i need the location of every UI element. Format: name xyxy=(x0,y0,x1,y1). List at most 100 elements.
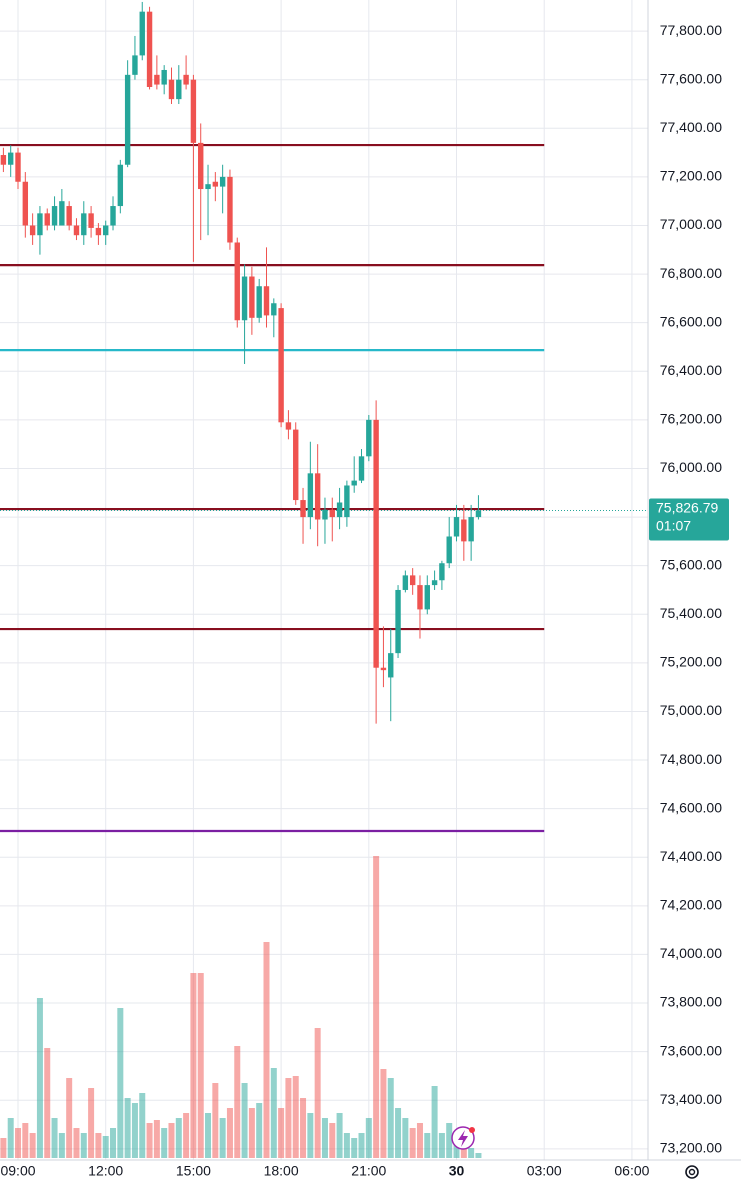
volume-bar xyxy=(395,1108,402,1158)
candle xyxy=(139,1,145,61)
candle-body xyxy=(176,79,182,100)
candle xyxy=(241,264,248,364)
candle-body xyxy=(59,201,65,226)
volume-bar xyxy=(7,1118,14,1158)
y-tick-label: 77,800.00 xyxy=(660,22,722,38)
volume-bar xyxy=(453,1138,460,1158)
y-tick-label: 74,600.00 xyxy=(660,799,722,815)
candle xyxy=(446,517,452,569)
candle-body xyxy=(453,517,460,537)
volume-bar xyxy=(416,1123,423,1158)
candle xyxy=(249,266,255,335)
candle xyxy=(103,220,109,245)
volume-bar xyxy=(431,1086,438,1158)
volume-bar xyxy=(102,1136,109,1158)
candle xyxy=(388,628,394,722)
candle xyxy=(256,278,262,323)
candle-body xyxy=(81,213,87,236)
volume-bar xyxy=(168,1123,175,1158)
x-tick-label: 06:00 xyxy=(614,1163,649,1179)
candle-body xyxy=(388,653,394,678)
candle-body xyxy=(475,510,482,518)
candle-body xyxy=(358,456,365,481)
candle xyxy=(234,237,240,328)
volume-bar xyxy=(402,1118,409,1158)
candle-body xyxy=(7,152,14,165)
candle-body xyxy=(124,74,131,165)
volume-bar xyxy=(73,1128,80,1158)
candle-body xyxy=(256,286,262,318)
icon-dot xyxy=(469,1127,475,1133)
candle-body xyxy=(431,580,438,586)
candle xyxy=(424,575,430,615)
volume-bar xyxy=(409,1128,416,1158)
candle-body xyxy=(190,79,197,143)
axes: 73,200.00 73,400.00 73,600.00 73,800.00 74,0… xyxy=(0,22,729,1179)
candle xyxy=(183,55,189,90)
volume-bar xyxy=(80,1133,87,1158)
candle xyxy=(293,422,299,505)
lightning-icon[interactable] xyxy=(451,1126,475,1150)
candle xyxy=(29,213,36,245)
volume-bar xyxy=(190,973,197,1158)
candle-body xyxy=(29,225,36,236)
candle-body xyxy=(117,164,124,207)
candle-body xyxy=(73,225,80,236)
volume-bar xyxy=(0,1138,7,1158)
y-tick-label: 76,000.00 xyxy=(660,459,722,475)
candle xyxy=(468,504,474,561)
candle xyxy=(344,480,350,527)
settings-icon[interactable] xyxy=(685,1165,699,1179)
candle xyxy=(124,60,131,168)
volume-bar xyxy=(139,1093,146,1158)
volume-bar xyxy=(146,1123,153,1158)
candle xyxy=(110,196,116,231)
candle-body xyxy=(205,184,211,190)
volume-bar xyxy=(58,1133,65,1158)
candle xyxy=(132,35,138,80)
candle xyxy=(59,189,65,226)
candle xyxy=(81,201,87,245)
y-tick-label: 77,000.00 xyxy=(660,216,722,232)
volume-bar xyxy=(88,1088,95,1158)
volume-bar xyxy=(212,1083,219,1158)
candle xyxy=(402,570,409,593)
candle-body xyxy=(439,563,445,581)
candle xyxy=(409,568,416,595)
candle xyxy=(314,444,321,547)
volume-bar xyxy=(36,998,43,1158)
candle-body xyxy=(351,480,357,486)
gear xyxy=(685,1165,699,1179)
candle xyxy=(395,585,401,658)
x-tick-label: 09:00 xyxy=(0,1163,35,1179)
y-tick-label: 77,200.00 xyxy=(660,168,722,184)
volume-bar xyxy=(475,1153,482,1158)
volume-bar xyxy=(226,1108,233,1158)
candle-body xyxy=(417,585,423,610)
volume-bar xyxy=(219,1118,226,1158)
candle-body xyxy=(198,142,204,190)
candle-body xyxy=(110,206,116,226)
icon-bolt xyxy=(458,1130,468,1147)
candle xyxy=(336,487,343,530)
volume-bar xyxy=(29,1133,36,1158)
candle-body xyxy=(446,536,452,564)
candle xyxy=(285,410,292,440)
y-tick-label: 76,600.00 xyxy=(660,313,722,329)
x-tick-label: 03:00 xyxy=(527,1163,562,1179)
gear-hub xyxy=(688,1168,696,1176)
volume-bar xyxy=(329,1123,336,1158)
candle xyxy=(366,415,372,462)
candle-body xyxy=(219,176,226,187)
candle-body xyxy=(373,419,379,668)
volume-bar xyxy=(270,1068,277,1158)
volume-bar xyxy=(468,1148,475,1158)
candle xyxy=(278,303,284,428)
y-tick-label: 74,800.00 xyxy=(660,751,722,767)
y-tick-label: 75,400.00 xyxy=(660,605,722,621)
candle xyxy=(154,55,160,90)
candle-body xyxy=(300,500,306,518)
candle xyxy=(190,74,197,262)
candle-body xyxy=(161,69,167,85)
volume-bar xyxy=(380,1069,387,1158)
